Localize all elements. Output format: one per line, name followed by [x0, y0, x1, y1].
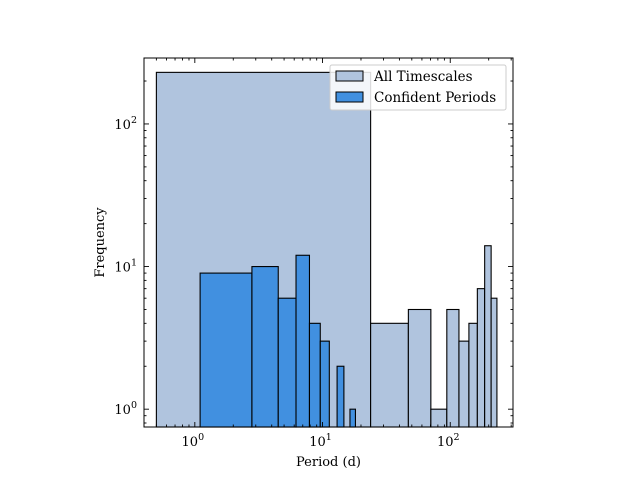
histogram-bar-confident-3 — [295, 254, 311, 428]
legend-swatch — [335, 91, 364, 103]
histogram-bar-confident-7 — [336, 365, 345, 428]
histogram-bar-confident-1 — [251, 266, 279, 428]
legend-box — [329, 64, 507, 111]
histogram-bar-all-6 — [468, 322, 478, 428]
histogram-bar-confident-4 — [308, 322, 321, 428]
y-tick-label: 100 — [114, 400, 137, 418]
plot-frame — [143, 57, 514, 428]
x-tick-label: 102 — [437, 432, 460, 450]
histogram-bar-confident-0 — [199, 272, 253, 428]
y-axis-label: Frequency — [93, 207, 108, 278]
x-axis-label: Period (d) — [296, 455, 361, 470]
x-tick-label: 100 — [182, 432, 205, 450]
x-tick-label: 101 — [309, 432, 332, 450]
histogram-bar-all-8 — [484, 245, 492, 428]
y-tick-label: 102 — [114, 115, 137, 133]
histogram-bar-all-1 — [370, 322, 409, 428]
histogram-bar-all-5 — [458, 340, 470, 428]
histogram-bar-all-9 — [490, 297, 498, 428]
histogram-bar-confident-5 — [319, 340, 330, 428]
histogram-bar-all-7 — [476, 288, 486, 428]
y-tick-label: 101 — [114, 258, 137, 276]
histogram-bar-all-4 — [446, 308, 460, 428]
histogram-bar-confident-2 — [277, 297, 297, 428]
legend-label: Confident Periods — [374, 90, 496, 106]
legend-swatch — [335, 70, 364, 82]
bars-layer — [155, 71, 498, 428]
histogram-bar-confident-9 — [349, 408, 356, 428]
legend-label: All Timescales — [373, 69, 473, 85]
ticks-layer: 100 101 102 100 101 102 — [114, 58, 513, 450]
histogram-bar-all-2 — [407, 308, 432, 428]
legend: All Timescales Confident Periods — [329, 64, 507, 111]
histogram-bar-all-3 — [430, 408, 448, 428]
